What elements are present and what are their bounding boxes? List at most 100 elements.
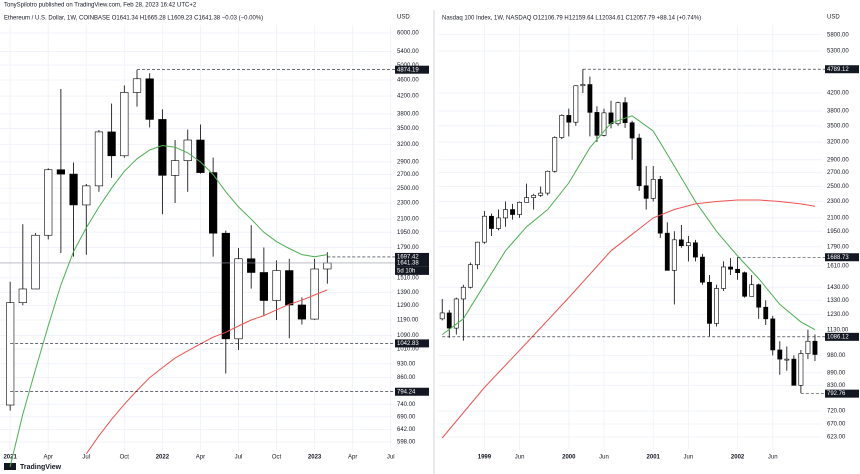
- y-tick-label: 1390.00: [397, 290, 419, 296]
- x-tick-label: Oct: [120, 455, 130, 461]
- x-tick-label: 2023: [308, 455, 322, 461]
- candle-body: [615, 102, 621, 125]
- y-tick-label: 2500.00: [397, 186, 419, 192]
- candle-body: [770, 318, 776, 351]
- y-tick-label: 3500.00: [827, 123, 849, 129]
- y-tick-label: 1950.00: [397, 230, 419, 236]
- candle-body: [692, 242, 698, 258]
- candle-body: [805, 340, 811, 354]
- y-tick-label: 2500.00: [827, 184, 849, 190]
- y-tick-label: 5800.00: [827, 32, 849, 38]
- candle-body: [763, 306, 769, 320]
- candle-body: [297, 304, 307, 320]
- price-level-label: 792.76: [827, 391, 846, 397]
- candle-body: [18, 288, 27, 303]
- y-tick-label: 2900.00: [397, 159, 419, 165]
- y-tick-label: 2300.00: [397, 201, 419, 207]
- candle-body: [221, 232, 230, 340]
- moving-average-line: [441, 115, 816, 336]
- y-tick-label: 4600.00: [397, 78, 419, 84]
- y-tick-label: 3200.00: [397, 142, 419, 148]
- x-tick-label: Apr: [44, 455, 53, 461]
- x-tick-label: Jun: [684, 455, 694, 461]
- candle-body: [446, 312, 452, 329]
- candle-body: [552, 137, 558, 172]
- candle-body: [594, 112, 600, 136]
- candle-body: [453, 298, 459, 329]
- y-tick-label: 830.00: [827, 383, 846, 389]
- candle-body: [247, 258, 256, 273]
- candle-body: [496, 217, 501, 229]
- candle-body: [285, 270, 294, 306]
- candle-body: [323, 262, 332, 270]
- y-axis-unit: USD: [827, 15, 840, 21]
- countdown-box: [395, 266, 429, 275]
- x-tick-label: Jul: [235, 455, 243, 461]
- candle-body: [580, 84, 586, 87]
- x-tick-label: Jun: [768, 455, 778, 461]
- y-tick-label: 642.00: [397, 427, 416, 433]
- candle-body: [756, 284, 762, 308]
- moving-average-line: [9, 144, 328, 468]
- y-tick-label: 690.00: [397, 414, 416, 420]
- candle-body: [474, 241, 480, 266]
- x-tick-label: Jul: [82, 455, 90, 461]
- y-tick-label: 980.00: [827, 353, 846, 359]
- candle-body: [622, 102, 628, 124]
- price-level-label: 1641.38: [397, 260, 419, 266]
- y-tick-label: 2700.00: [827, 170, 849, 176]
- price-level-box: [395, 252, 429, 261]
- y-tick-label: 623.00: [827, 435, 846, 441]
- candle-body: [510, 209, 515, 215]
- chart-title: Ethereum / U.S. Dollar, 1W, COINBASE O16…: [4, 16, 263, 22]
- y-tick-label: 2100.00: [397, 217, 419, 223]
- price-level-box: [825, 389, 859, 398]
- price-level-label: 794.24: [397, 389, 416, 395]
- y-tick-label: 1610.00: [827, 263, 849, 269]
- y-tick-label: 3800.00: [397, 111, 419, 117]
- candle-body: [531, 195, 537, 198]
- x-tick-label: Oct: [272, 455, 282, 461]
- candle-body: [439, 312, 445, 320]
- candle-body: [657, 179, 663, 234]
- y-tick-label: 860.00: [397, 375, 416, 381]
- candle-body: [777, 349, 783, 360]
- y-tick-label: 1510.00: [397, 275, 419, 281]
- candle-body: [707, 281, 712, 324]
- price-level-box: [395, 65, 429, 74]
- x-tick-label: Jul: [387, 455, 395, 461]
- x-tick-label: Jun: [599, 455, 609, 461]
- y-tick-label: 4200.00: [397, 94, 419, 100]
- candle-body: [538, 192, 544, 196]
- candle-body: [700, 256, 705, 283]
- candle-body: [170, 160, 180, 176]
- y-tick-label: 1190.00: [397, 318, 419, 324]
- x-tick-label: Apr: [196, 455, 205, 461]
- candle-body: [587, 84, 593, 113]
- y-tick-label: 670.00: [827, 422, 846, 428]
- candle-body: [183, 139, 192, 161]
- candle-body: [601, 112, 607, 136]
- candle-body: [272, 270, 281, 301]
- y-tick-label: 1130.00: [827, 327, 849, 333]
- y-tick-label: 2900.00: [827, 157, 849, 163]
- moving-average-line: [441, 199, 816, 439]
- candle-body: [573, 85, 579, 123]
- x-tick-label: Jun: [515, 455, 525, 461]
- candle-body: [671, 239, 677, 271]
- footer-brand: TradingView: [20, 464, 62, 471]
- candle-body: [721, 266, 726, 289]
- candle-body: [650, 179, 656, 199]
- x-tick-label: Apr: [348, 455, 357, 461]
- price-level-box: [395, 258, 429, 267]
- price-level-box: [395, 387, 429, 396]
- y-tick-label: 3200.00: [827, 140, 849, 146]
- candle-body: [482, 215, 487, 243]
- candle-body: [678, 239, 684, 247]
- moving-average-line: [85, 289, 328, 455]
- candle-body: [714, 288, 719, 324]
- price-level-box: [825, 253, 859, 262]
- candle-body: [6, 302, 15, 406]
- price-level-box: [395, 339, 429, 348]
